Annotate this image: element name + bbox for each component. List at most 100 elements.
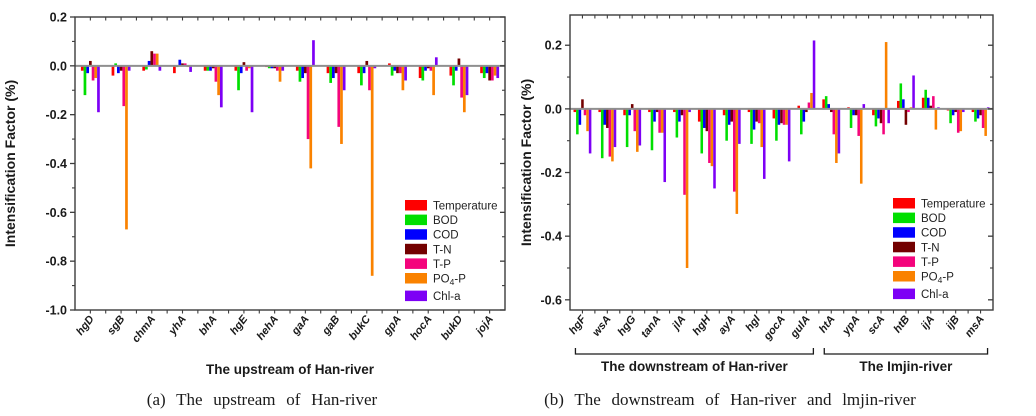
bar-ayA-BOD xyxy=(725,108,728,141)
bar-sgB-BOD xyxy=(114,63,118,66)
bar-gulA-T-N xyxy=(805,108,808,113)
bar-gaB-Chl-a xyxy=(342,65,346,91)
bar-scA-COD xyxy=(877,108,880,119)
bar-tanA-Chl-a xyxy=(663,108,667,183)
bar-hgG-T-N xyxy=(630,104,634,109)
bar-hgH-T-P xyxy=(708,108,711,163)
x-category-label: hgF xyxy=(567,313,589,336)
bar-htB-COD xyxy=(902,99,905,109)
bar-hocA-COD xyxy=(424,65,427,71)
bar-bhA-COD xyxy=(209,65,212,71)
bar-hehA-Chl-a xyxy=(281,65,285,71)
bar-yhA-Temperature xyxy=(173,65,176,74)
bar-scA-Temperature xyxy=(872,108,875,116)
bar-hgH-BOD xyxy=(700,108,704,154)
bar-jojA-Temperature xyxy=(480,65,483,74)
bar-hgE-Chl-a xyxy=(250,65,254,113)
bar-htA-COD xyxy=(827,104,830,109)
legend-swatch-T-N xyxy=(405,243,427,255)
bar-scA-T-P xyxy=(882,108,885,135)
bar-gaA-Chl-a xyxy=(312,40,315,66)
bar-hgF-Temperature xyxy=(573,108,577,113)
bar-tanA-COD xyxy=(653,108,656,122)
y-tick-label: 0.2 xyxy=(545,39,562,53)
legend-label-BOD: BOD xyxy=(433,215,458,227)
x-category-label: gocA xyxy=(761,313,788,343)
bar-msA-BOD xyxy=(974,108,977,122)
bar-hgI-PO4-P xyxy=(760,108,763,148)
legend-swatch-Temperature xyxy=(405,200,427,211)
bar-gaA-PO4-P xyxy=(309,65,313,169)
bar-ayA-Chl-a xyxy=(738,108,741,144)
bar-ijB-Chl-a xyxy=(962,108,965,113)
bar-chmA-COD xyxy=(147,60,151,66)
bar-gaB-COD xyxy=(332,65,335,79)
bar-ypA-COD xyxy=(852,108,855,116)
caption-a: (a) The upstream of Han-river xyxy=(146,390,378,409)
bar-hgH-Chl-a xyxy=(713,108,716,189)
legend-label-PO4-P: PO4-P xyxy=(433,274,466,288)
bar-ypA-T-P xyxy=(857,108,860,136)
bar-sgB-T-P xyxy=(122,65,126,107)
bar-bukC-PO4-P xyxy=(370,65,374,276)
legend-swatch-Chl-a xyxy=(405,290,427,302)
x-category-label: yhA xyxy=(166,313,189,338)
y-tick-label: -0.6 xyxy=(540,293,562,307)
bar-gpA-Temperature xyxy=(388,63,391,66)
bar-wsA-Chl-a xyxy=(613,108,617,148)
series-t-n xyxy=(581,99,982,132)
bar-gaB-T-P xyxy=(337,65,341,127)
bar-htB-T-N xyxy=(904,108,908,125)
series-t-p xyxy=(583,96,985,195)
series-chl-a xyxy=(588,40,990,189)
bar-hgD-COD xyxy=(86,65,90,74)
group-bracket-label: The Imjin-river xyxy=(859,359,953,374)
bar-hgF-Chl-a xyxy=(588,108,592,154)
bar-jlA-COD xyxy=(678,108,681,122)
bar-hgF-T-P xyxy=(583,108,587,116)
legend-label-T-N: T-N xyxy=(433,244,452,256)
x-category-label: hocA xyxy=(408,313,434,342)
group-bracket xyxy=(574,348,815,355)
bar-msA-Temperature xyxy=(971,108,975,113)
bar-tanA-BOD xyxy=(650,108,654,151)
legend-label-Chl-a: Chl-a xyxy=(433,291,461,303)
bar-ijB-PO4-P xyxy=(959,108,963,132)
bar-hgE-Temperature xyxy=(234,65,238,71)
bar-hgD-T-N xyxy=(89,60,92,66)
bar-jojA-PO4-P xyxy=(493,65,497,76)
legend-label-T-P: T-P xyxy=(921,257,939,269)
bar-bukC-Chl-a xyxy=(373,65,377,69)
bar-ayA-COD xyxy=(727,108,731,125)
bar-gocA-BOD xyxy=(775,108,778,141)
bar-ijA-BOD xyxy=(924,89,927,109)
bar-gaA-Temperature xyxy=(295,65,299,71)
bar-hgI-Chl-a xyxy=(762,108,766,179)
bar-gocA-Chl-a xyxy=(787,108,791,162)
bar-ijB-COD xyxy=(951,108,955,116)
bar-jlA-PO4-P xyxy=(685,108,689,268)
bar-bhA-T-N xyxy=(211,65,215,69)
legend-label-T-N: T-N xyxy=(921,242,940,254)
bar-hgI-T-P xyxy=(757,108,761,124)
bar-yhA-Chl-a xyxy=(189,65,192,72)
legend-label-Temperature: Temperature xyxy=(433,201,498,213)
bar-hgI-COD xyxy=(752,108,756,130)
bar-htB-Temperature xyxy=(896,100,900,109)
legend-swatch-PO4-P xyxy=(405,273,427,284)
bar-wsA-T-P xyxy=(608,108,612,157)
bar-ijA-PO4-P xyxy=(934,108,938,130)
bar-gaB-BOD xyxy=(329,65,333,83)
x-category-label: bhA xyxy=(197,313,220,337)
x-category-label: hgG xyxy=(616,313,639,338)
bar-sgB-COD xyxy=(117,65,120,74)
bar-bhA-T-P xyxy=(214,65,218,82)
bar-hocA-Temperature xyxy=(418,65,422,79)
bar-ayA-T-N xyxy=(730,108,734,122)
bar-hocA-BOD xyxy=(421,65,425,81)
bar-jlA-Temperature xyxy=(673,108,676,113)
x-category-label: gaA xyxy=(289,313,312,338)
bar-gulA-COD xyxy=(802,108,806,122)
bar-hgF-COD xyxy=(578,108,582,125)
x-category-label: chmA xyxy=(130,313,158,345)
